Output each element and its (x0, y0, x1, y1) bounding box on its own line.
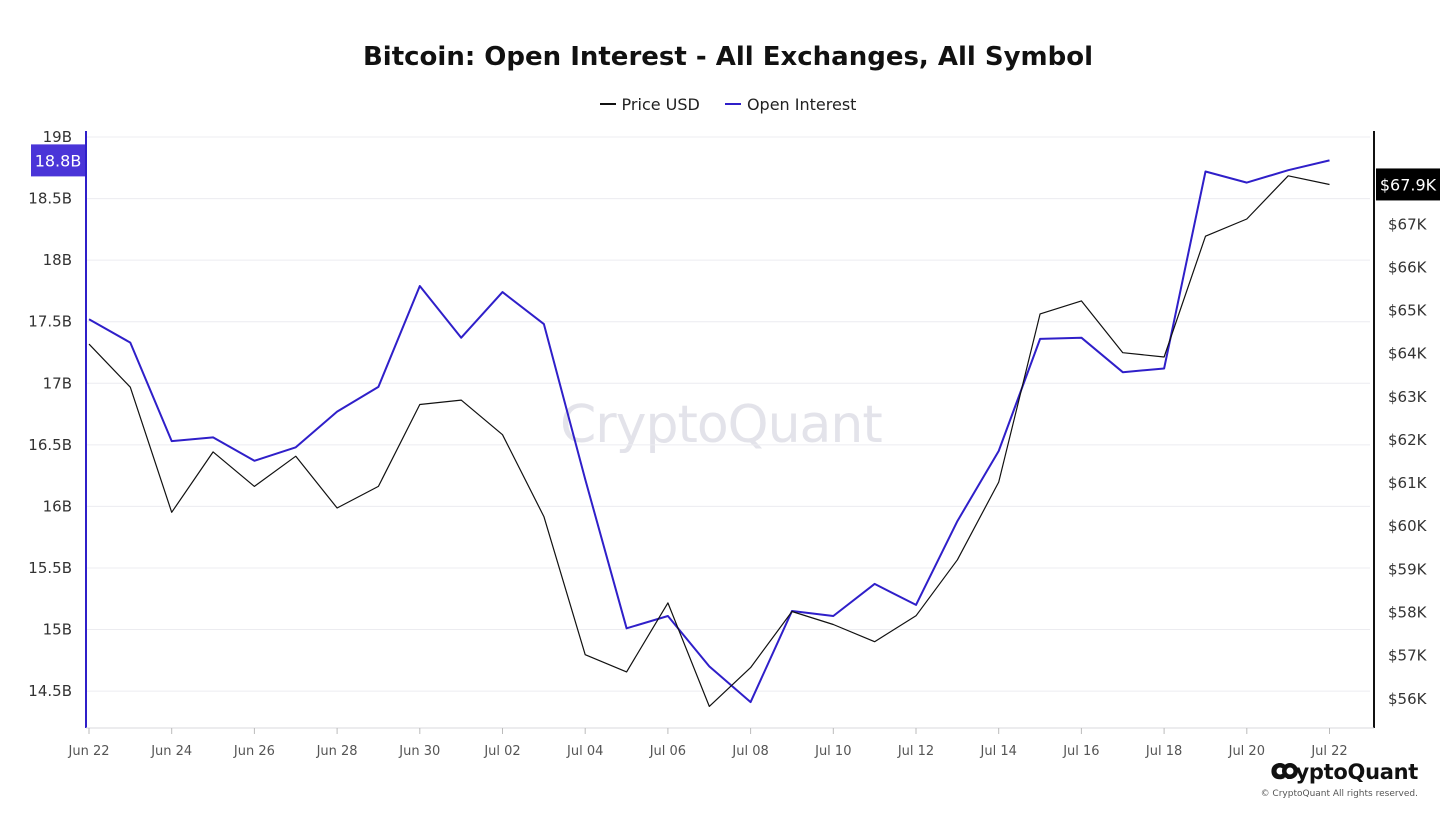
left-tick-label: 14.5B (28, 682, 72, 700)
brand-logo-group[interactable]: CryptoQuant (1270, 760, 1418, 784)
open-interest-badge-label: 18.8B (35, 151, 82, 170)
x-tick-label: Jul 18 (1145, 744, 1182, 759)
right-tick-label: $67K (1388, 215, 1428, 233)
left-tick-label: 17.5B (28, 313, 72, 331)
right-tick-label: $65K (1388, 302, 1428, 320)
x-tick-label: Jul 04 (566, 744, 603, 759)
x-tick-label: Jun 28 (316, 744, 358, 759)
left-tick-label: 16B (43, 497, 72, 515)
left-tick-label: 17B (43, 374, 72, 392)
right-tick-label: $58K (1388, 604, 1428, 622)
x-tick-label: Jun 22 (68, 744, 110, 759)
legend-item-open-interest[interactable]: Open Interest (724, 94, 857, 114)
right-tick-label: $62K (1388, 431, 1428, 449)
price-badge (1376, 168, 1440, 201)
x-tick-label: Jul 10 (814, 744, 851, 759)
legend: Price USD Open Interest (0, 90, 1456, 114)
open-interest-badge (31, 144, 85, 177)
left-tick-label: 15B (43, 621, 72, 639)
right-tick-label: $59K (1388, 560, 1428, 578)
legend-item-price[interactable]: Price USD (599, 94, 700, 114)
x-tick-label: Jul 20 (1228, 744, 1265, 759)
price-badge-label: $67.9K (1380, 175, 1437, 194)
open-interest-line (88, 159, 1330, 704)
left-tick-label: 15.5B (28, 559, 72, 577)
legend-label-open-interest: Open Interest (746, 94, 857, 114)
x-tick-label: Jul 08 (731, 744, 768, 759)
right-tick-label: $63K (1388, 388, 1428, 406)
left-tick-label: 18B (43, 251, 72, 269)
x-tick-label: Jul 06 (649, 744, 686, 759)
x-tick-label: Jul 02 (483, 744, 520, 759)
left-tick-label: 16.5B (28, 436, 72, 454)
right-tick-label: $56K (1388, 690, 1428, 708)
right-tick-label: $66K (1388, 258, 1428, 276)
right-tick-label: $60K (1388, 517, 1428, 535)
x-tick-label: Jun 26 (233, 744, 275, 759)
right-tick-label: $57K (1388, 647, 1428, 665)
price-line (88, 175, 1330, 708)
right-tick-label: $61K (1388, 474, 1428, 492)
legend-swatch-price (599, 103, 616, 105)
cryptoquant-logo-icon (1272, 763, 1299, 779)
x-tick-label: Jul 22 (1310, 744, 1347, 759)
right-tick-label: $64K (1388, 345, 1428, 363)
copyright-text: © CryptoQuant All rights reserved. (1260, 789, 1418, 799)
x-tick-label: Jun 30 (398, 744, 440, 759)
x-tick-label: Jul 14 (980, 744, 1017, 759)
left-tick-label: 18.5B (28, 190, 72, 208)
legend-swatch-open-interest (724, 103, 741, 105)
legend-label-price: Price USD (621, 94, 700, 114)
x-tick-label: Jul 12 (897, 744, 934, 759)
x-tick-label: Jun 24 (150, 744, 192, 759)
x-tick-label: Jul 16 (1062, 744, 1099, 759)
chart-title: Bitcoin: Open Interest - All Exchanges, … (362, 42, 1094, 72)
left-tick-label: 19B (43, 128, 72, 146)
